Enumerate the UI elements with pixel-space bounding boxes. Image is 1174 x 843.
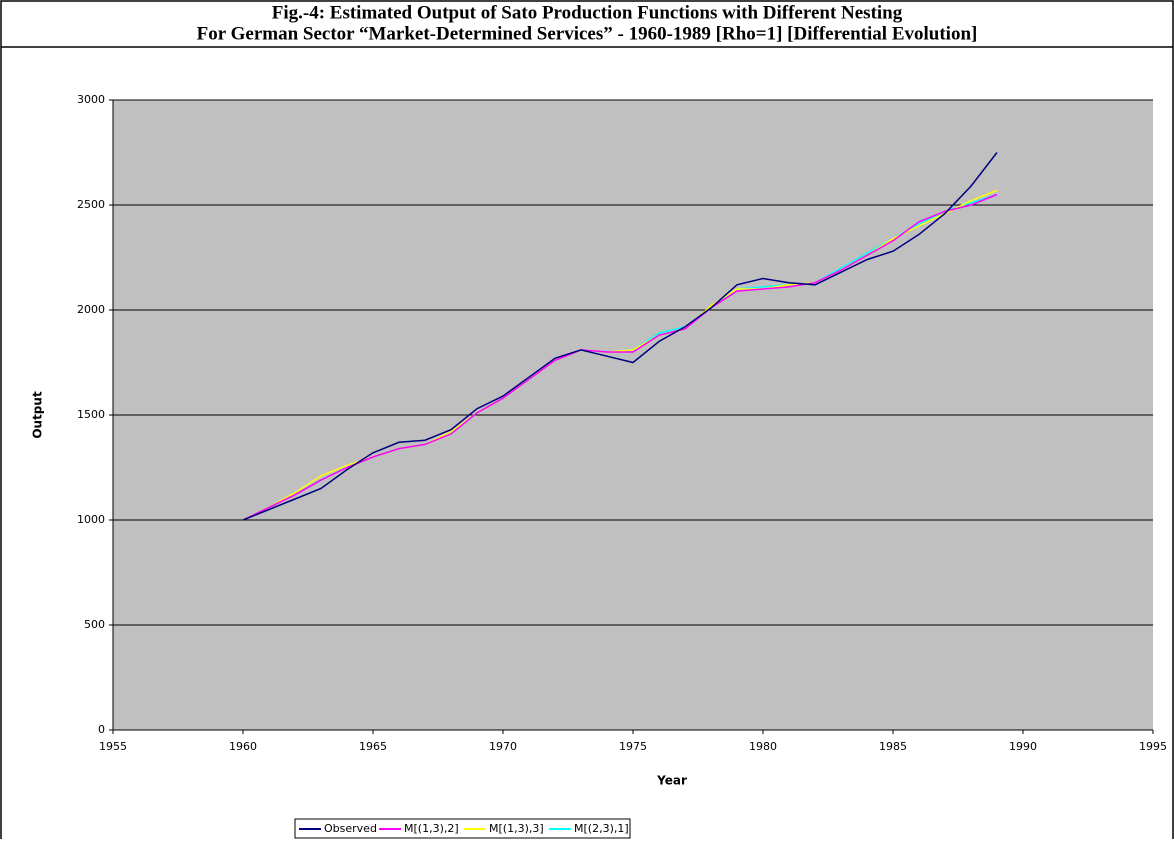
- y-axis-label: Output: [31, 391, 45, 439]
- legend-label: Observed: [324, 822, 377, 835]
- x-axis-label: Year: [656, 774, 687, 788]
- series-line: [242, 193, 998, 521]
- y-tick-label: 0: [98, 723, 105, 736]
- legend-label: M[(2,3),1]: [574, 822, 629, 835]
- chart-subtitle: For German Sector “Market-Determined Ser…: [197, 23, 978, 44]
- y-tick-label: 2000: [77, 303, 105, 316]
- legend-label: M[(1,3),3]: [489, 822, 544, 835]
- x-tick-label: 1960: [229, 740, 257, 753]
- legend-label: M[(1,3),2]: [404, 822, 459, 835]
- x-tick-label: 1975: [619, 740, 647, 753]
- y-tick-label: 3000: [77, 93, 105, 106]
- y-tick-label: 2500: [77, 198, 105, 211]
- x-tick-label: 1955: [99, 740, 127, 753]
- legend-box: [294, 818, 631, 839]
- y-tick-label: 1000: [77, 513, 105, 526]
- x-tick-label: 1995: [1139, 740, 1167, 753]
- y-tick-label: 500: [84, 618, 105, 631]
- y-tick-label: 1500: [77, 408, 105, 421]
- x-tick-label: 1980: [749, 740, 777, 753]
- x-tick-label: 1965: [359, 740, 387, 753]
- chart-title: Fig.-4: Estimated Output of Sato Product…: [272, 2, 903, 23]
- x-tick-label: 1985: [879, 740, 907, 753]
- series-line: [242, 152, 998, 521]
- x-tick-label: 1970: [489, 740, 517, 753]
- x-tick-label: 1990: [1009, 740, 1037, 753]
